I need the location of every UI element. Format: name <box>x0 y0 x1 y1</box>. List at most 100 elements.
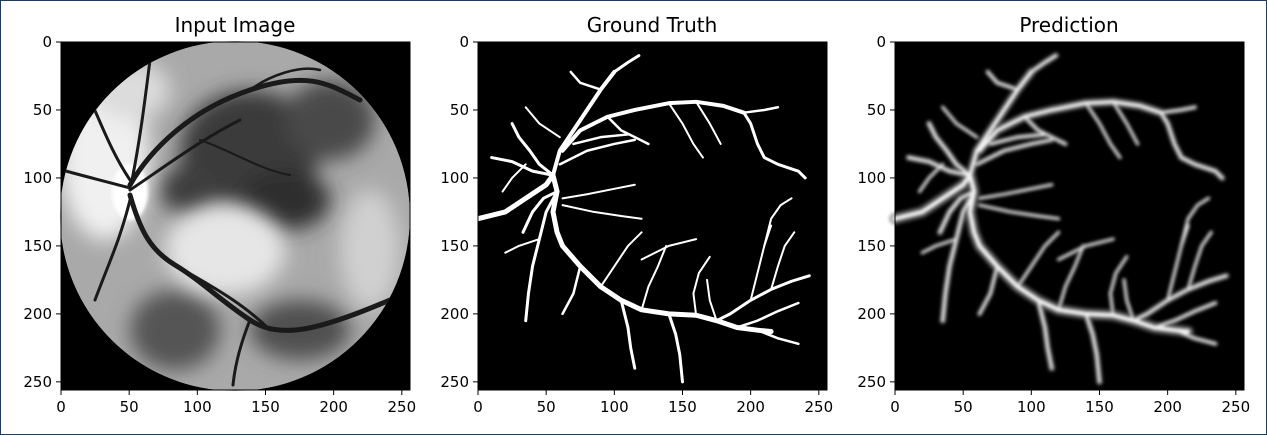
vessel-segment <box>695 100 722 145</box>
vessel-segment <box>561 183 636 200</box>
vessel-segment <box>735 301 800 329</box>
vessel-segment <box>572 133 630 146</box>
vessel-segment <box>558 138 637 166</box>
x-tick-label: 100 <box>183 398 212 416</box>
vessel-segment <box>619 298 637 370</box>
vessel-segment <box>667 102 704 159</box>
vessel-segment <box>569 70 602 91</box>
y-tick-label: 250 <box>23 373 52 391</box>
x-tick-label: 250 <box>805 398 834 416</box>
panel-ground-truth: Ground Truth <box>475 13 827 390</box>
vessel-segment <box>1036 298 1054 370</box>
x-tick-label: 100 <box>600 398 629 416</box>
vessel-segment <box>560 99 746 153</box>
vessel-segment <box>524 190 559 323</box>
y-tick-label: 200 <box>440 305 469 323</box>
vessel-segment <box>510 122 555 177</box>
x-tick-label: 200 <box>1153 398 1182 416</box>
vessel-segment <box>1187 231 1213 291</box>
vessel-segment <box>978 183 1053 200</box>
y-tick-label: 150 <box>857 237 886 255</box>
vessel-segment <box>918 163 944 193</box>
vessel-segment <box>504 238 541 254</box>
vessel-segment <box>763 197 793 247</box>
vessel-segment <box>1123 278 1135 322</box>
vessel-segment <box>599 231 643 288</box>
vessel-segment <box>1016 231 1060 288</box>
vessel-segment <box>640 244 668 311</box>
y-tick-label: 150 <box>440 237 469 255</box>
axes-layer: 0050501001001501502002002502500050501001… <box>23 33 1250 416</box>
vessel-segment <box>1180 197 1210 247</box>
panel-title: Input Image <box>175 13 296 37</box>
vessel-segment <box>1029 54 1058 74</box>
y-tick-label: 100 <box>23 169 52 187</box>
vessel-segment <box>1057 244 1085 311</box>
vessel-mask <box>475 54 811 384</box>
vessel-segment <box>927 122 972 177</box>
y-tick-label: 250 <box>440 373 469 391</box>
vessel-segment <box>892 172 973 222</box>
axes-frame <box>894 41 1245 391</box>
vessel-segment <box>640 238 698 261</box>
vessel-segment <box>692 255 711 317</box>
vessel-segment <box>921 238 958 254</box>
vessel-segment <box>975 138 1053 166</box>
y-tick-label: 50 <box>867 101 886 119</box>
panel-prediction: Prediction <box>889 13 1244 390</box>
y-tick-label: 0 <box>42 33 52 51</box>
vessel-segment <box>938 190 976 234</box>
vessel-segment <box>561 204 643 220</box>
vessel-segment <box>1057 238 1115 261</box>
vessel-segment <box>968 70 1034 178</box>
y-tick-label: 150 <box>23 237 52 255</box>
vessel-segment <box>1112 100 1139 145</box>
vessel-segment <box>742 111 807 180</box>
vessel-segment <box>1159 111 1224 180</box>
vessel-segment <box>770 231 796 291</box>
vessel-segment <box>986 70 1019 91</box>
panel-title: Ground Truth <box>587 13 718 37</box>
x-tick-label: 0 <box>56 398 66 416</box>
vessel-segment <box>1084 312 1101 384</box>
vessel-segment <box>612 54 641 74</box>
x-tick-label: 0 <box>473 398 483 416</box>
vessel-segment <box>978 204 1060 220</box>
y-tick-label: 200 <box>23 305 52 323</box>
x-tick-label: 100 <box>1017 398 1046 416</box>
axes-frame <box>477 41 828 391</box>
x-tick-label: 150 <box>1085 398 1114 416</box>
vessel-segment <box>907 156 972 177</box>
vessel-segment <box>941 106 978 139</box>
vessel-segment <box>989 133 1047 146</box>
x-tick-label: 250 <box>1222 398 1251 416</box>
vessel-segment <box>756 328 800 346</box>
vessel-segment <box>550 69 617 178</box>
vessel-segment <box>521 190 559 234</box>
vessel-segment <box>1084 102 1121 159</box>
panel-input-image: Input Image <box>60 13 410 391</box>
vessel-segment <box>667 312 684 384</box>
x-tick-label: 50 <box>120 398 139 416</box>
x-tick-label: 50 <box>954 398 973 416</box>
x-tick-label: 200 <box>736 398 765 416</box>
y-tick-label: 0 <box>459 33 469 51</box>
axes-frame <box>60 41 411 391</box>
vessel-segment <box>561 265 582 316</box>
x-tick-label: 150 <box>251 398 280 416</box>
vessel-segment <box>1173 329 1217 345</box>
x-tick-label: 150 <box>668 398 697 416</box>
x-tick-label: 50 <box>537 398 556 416</box>
vessel-segment <box>742 106 780 114</box>
vessel-segment <box>978 265 999 316</box>
y-tick-label: 100 <box>857 169 886 187</box>
panel-title: Prediction <box>1019 13 1118 37</box>
vessel-segment <box>1152 301 1217 329</box>
x-tick-label: 200 <box>319 398 348 416</box>
vessel-segment <box>524 106 561 139</box>
prediction-vessels <box>892 54 1228 384</box>
y-tick-label: 250 <box>857 373 886 391</box>
vessel-segment <box>977 99 1163 153</box>
vessel-segment <box>941 190 976 323</box>
